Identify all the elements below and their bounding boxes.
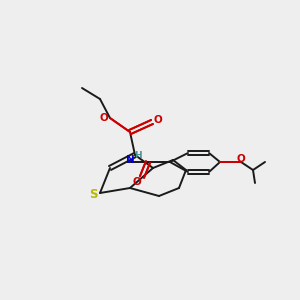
Text: O: O: [154, 115, 162, 125]
Text: O: O: [237, 154, 245, 164]
Text: O: O: [133, 177, 141, 187]
Text: S: S: [89, 188, 97, 202]
Text: O: O: [100, 113, 108, 123]
Text: H: H: [134, 151, 142, 160]
Text: N: N: [126, 155, 134, 165]
